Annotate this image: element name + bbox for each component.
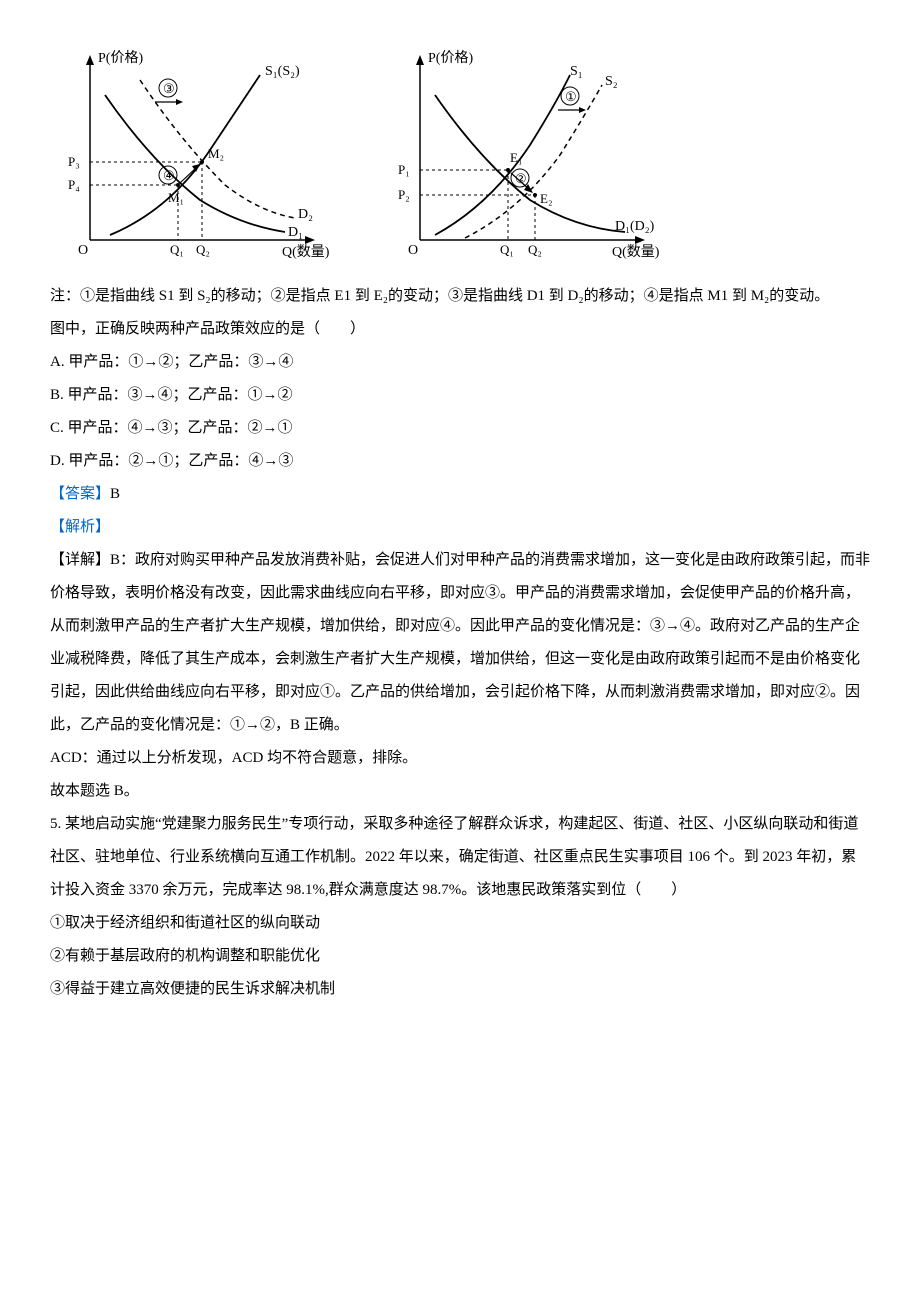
q5-stem: 5. 某地启动实施“党建聚力服务民生”专项行动，采取多种途径了解群众诉求，构建起… [50,808,870,907]
answer-label: 【答案】 [50,486,110,502]
option-c: C. 甲产品：④→③；乙产品：②→① [50,412,870,445]
analysis-label: 【解析】 [50,511,870,544]
y-axis-label-r: P(价格) [428,50,473,66]
answer-line: 【答案】B [50,478,870,511]
q5-opt2: ②有赖于基层政府的机构调整和职能优化 [50,940,870,973]
m2-label: M₂ [208,146,224,161]
right-chart: P(价格) Q(数量) O S₁ S₂ D₁(D₂) ① E₁ E₂ [380,40,670,270]
s1s2-label: S₁(S₂) [265,64,300,79]
x-axis-label: Q(数量) [282,244,330,260]
arrow-2-label: ② [515,171,527,186]
d1d2-label: D₁(D₂) [615,219,655,234]
e1-label: E₁ [510,150,522,165]
p3-label: P₃ [68,154,80,169]
q2-label: Q₂ [196,242,210,257]
d2-label: D₂ [298,207,313,222]
charts-row: P(价格) Q(数量) O S₁(S₂) D₁ D₂ ③ M₁ M₂ [50,40,870,270]
origin-label-r: O [408,243,418,258]
analysis-conclusion: 故本题选 B。 [50,775,870,808]
p4-label: P₄ [68,177,80,192]
option-d: D. 甲产品：②→①；乙产品：④→③ [50,445,870,478]
p1-label: P₁ [398,162,410,177]
d1-label: D₁ [288,225,303,240]
analysis-acd: ACD：通过以上分析发现，ACD 均不符合题意，排除。 [50,742,870,775]
y-axis-label: P(价格) [98,50,143,66]
arrow-1-label: ① [565,89,577,104]
p2-label: P₂ [398,187,410,202]
origin-label: O [78,243,88,258]
q1-label-r: Q₁ [500,242,514,257]
question-stem: 图中，正确反映两种产品政策效应的是（ ） [50,313,870,346]
arrow-3-label: ③ [163,81,175,96]
arrow-4-label: ④ [163,168,175,183]
left-chart: P(价格) Q(数量) O S₁(S₂) D₁ D₂ ③ M₁ M₂ [50,40,340,270]
q1-label: Q₁ [170,242,184,257]
option-a: A. 甲产品：①→②；乙产品：③→④ [50,346,870,379]
s1-label: S₁ [570,64,583,79]
answer-value: B [110,486,120,502]
option-b: B. 甲产品：③→④；乙产品：①→② [50,379,870,412]
m1-label: M₁ [168,190,184,205]
s2-label: S₂ [605,74,618,89]
q2-label-r: Q₂ [528,242,542,257]
q5-opt3: ③得益于建立高效便捷的民生诉求解决机制 [50,973,870,1006]
x-axis-label-r: Q(数量) [612,244,660,260]
chart-note: 注：①是指曲线 S1 到 S₂的移动；②是指点 E1 到 E₂的变动；③是指曲线… [50,280,870,313]
e2-label: E₂ [540,191,552,206]
analysis-detail: 【详解】B：政府对购买甲种产品发放消费补贴，会促进人们对甲种产品的消费需求增加，… [50,544,870,742]
q5-opt1: ①取决于经济组织和街道社区的纵向联动 [50,907,870,940]
